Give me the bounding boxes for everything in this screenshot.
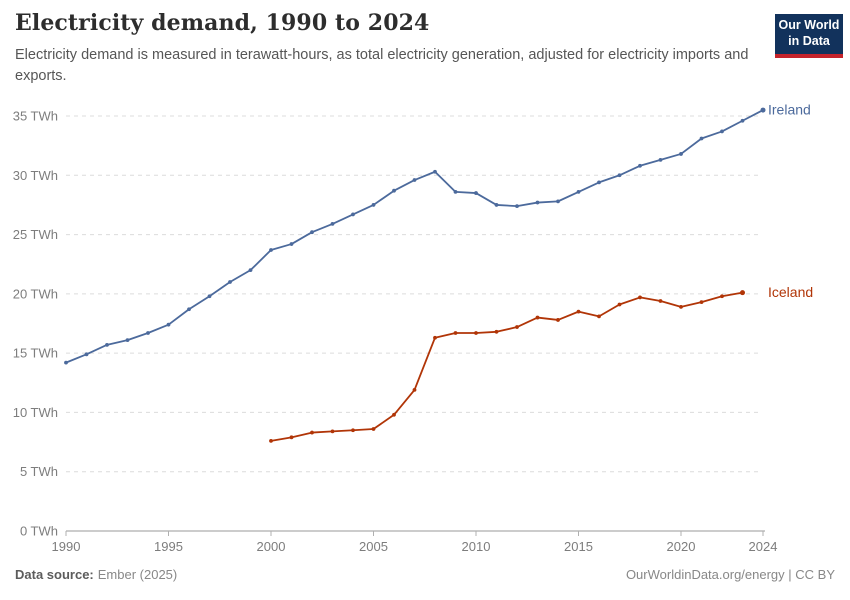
- owid-logo-line2: in Data: [788, 34, 830, 48]
- series-point: [740, 290, 745, 296]
- chart-footer: Data source: Ember (2025) OurWorldinData.…: [15, 567, 835, 582]
- series-point: [617, 302, 622, 307]
- series-point: [658, 299, 663, 303]
- x-axis-tick-label: 2020: [667, 539, 696, 554]
- series-label-ireland[interactable]: Ireland: [768, 102, 811, 118]
- series-point: [453, 331, 458, 335]
- y-axis-tick-label: 15 TWh: [13, 346, 58, 361]
- y-axis-tick-label: 30 TWh: [13, 168, 58, 183]
- series-point: [556, 318, 560, 322]
- series-label-iceland[interactable]: Iceland: [768, 284, 813, 300]
- series-point: [720, 129, 724, 134]
- y-axis-tick-label: 10 TWh: [13, 405, 58, 420]
- series-point: [576, 309, 581, 314]
- series-point: [392, 412, 396, 417]
- series-point: [556, 199, 560, 204]
- series-point: [699, 136, 704, 141]
- x-axis-tick-label: 1995: [154, 539, 183, 554]
- series-point: [494, 203, 499, 207]
- x-axis-tick-label: 2024: [749, 539, 778, 554]
- series-point: [330, 429, 335, 434]
- series-point: [515, 204, 519, 209]
- data-source-value: Ember (2025): [97, 567, 178, 582]
- series-point: [187, 307, 191, 312]
- series-point: [597, 314, 601, 319]
- series-point: [433, 335, 437, 340]
- x-axis-tick-label: 2000: [257, 539, 286, 554]
- chart-header: Electricity demand, 1990 to 2024 Electri…: [15, 10, 765, 87]
- series-point: [412, 388, 417, 392]
- series-point: [310, 230, 314, 235]
- series-point: [371, 427, 376, 431]
- credit-link[interactable]: OurWorldinData.org/energy | CC BY: [625, 567, 835, 582]
- series-point: [515, 325, 519, 329]
- series-point: [371, 203, 376, 207]
- series-point: [576, 189, 581, 194]
- series-point: [84, 352, 89, 357]
- series-point: [658, 157, 663, 162]
- owid-logo-line1: Our World: [778, 18, 840, 33]
- series-point: [269, 438, 273, 443]
- series-point: [289, 242, 294, 246]
- series-point: [289, 435, 294, 440]
- series-point: [638, 163, 642, 168]
- series-point: [412, 178, 417, 182]
- series-point: [474, 191, 478, 195]
- page-title: Electricity demand, 1990 to 2024: [15, 10, 430, 36]
- series-point: [269, 248, 273, 252]
- series-point: [228, 280, 232, 284]
- y-axis-tick-label: 20 TWh: [13, 286, 58, 301]
- series-point: [248, 268, 253, 273]
- series-point: [535, 200, 540, 205]
- data-source-label: Data source:: [15, 567, 94, 582]
- series-point: [760, 107, 766, 113]
- series-point: [351, 428, 355, 433]
- series-point: [351, 212, 355, 217]
- series-point: [597, 180, 601, 185]
- series-point: [392, 188, 396, 193]
- x-axis-tick-label: 2015: [564, 539, 593, 554]
- series-point: [494, 329, 499, 334]
- series-point: [679, 305, 683, 309]
- series-point: [699, 300, 704, 305]
- y-axis-tick-label: 35 TWh: [13, 109, 58, 124]
- series-point: [617, 173, 622, 178]
- y-axis-tick-label: 5 TWh: [20, 464, 58, 479]
- series-point: [433, 169, 437, 174]
- series-point: [679, 152, 683, 156]
- series-point: [453, 189, 458, 194]
- series-point: [310, 430, 314, 435]
- series-point: [638, 295, 642, 300]
- series-line-iceland[interactable]: [270, 291, 744, 442]
- series-point: [105, 342, 109, 347]
- series-line-ireland[interactable]: [65, 109, 764, 364]
- chart-subtitle: Electricity demand is measured in terawa…: [15, 47, 749, 85]
- x-axis-tick-label: 2005: [359, 539, 388, 554]
- series-point: [330, 222, 335, 226]
- series-point: [474, 331, 478, 335]
- series-point: [207, 294, 212, 299]
- series-point: [125, 338, 130, 342]
- series-point: [64, 360, 68, 365]
- y-axis-tick-label: 25 TWh: [13, 227, 58, 242]
- series-point: [166, 322, 171, 327]
- y-axis-tick-label: 0 TWh: [20, 524, 58, 539]
- series-point: [146, 331, 150, 335]
- x-axis-tick-label: 1990: [52, 539, 81, 554]
- series-point: [720, 294, 724, 299]
- series-point: [535, 315, 540, 320]
- x-axis-tick-label: 2010: [462, 539, 491, 554]
- data-source: Data source: Ember (2025): [15, 567, 177, 582]
- series-point: [740, 118, 745, 123]
- owid-logo[interactable]: Our World in Data: [775, 14, 843, 58]
